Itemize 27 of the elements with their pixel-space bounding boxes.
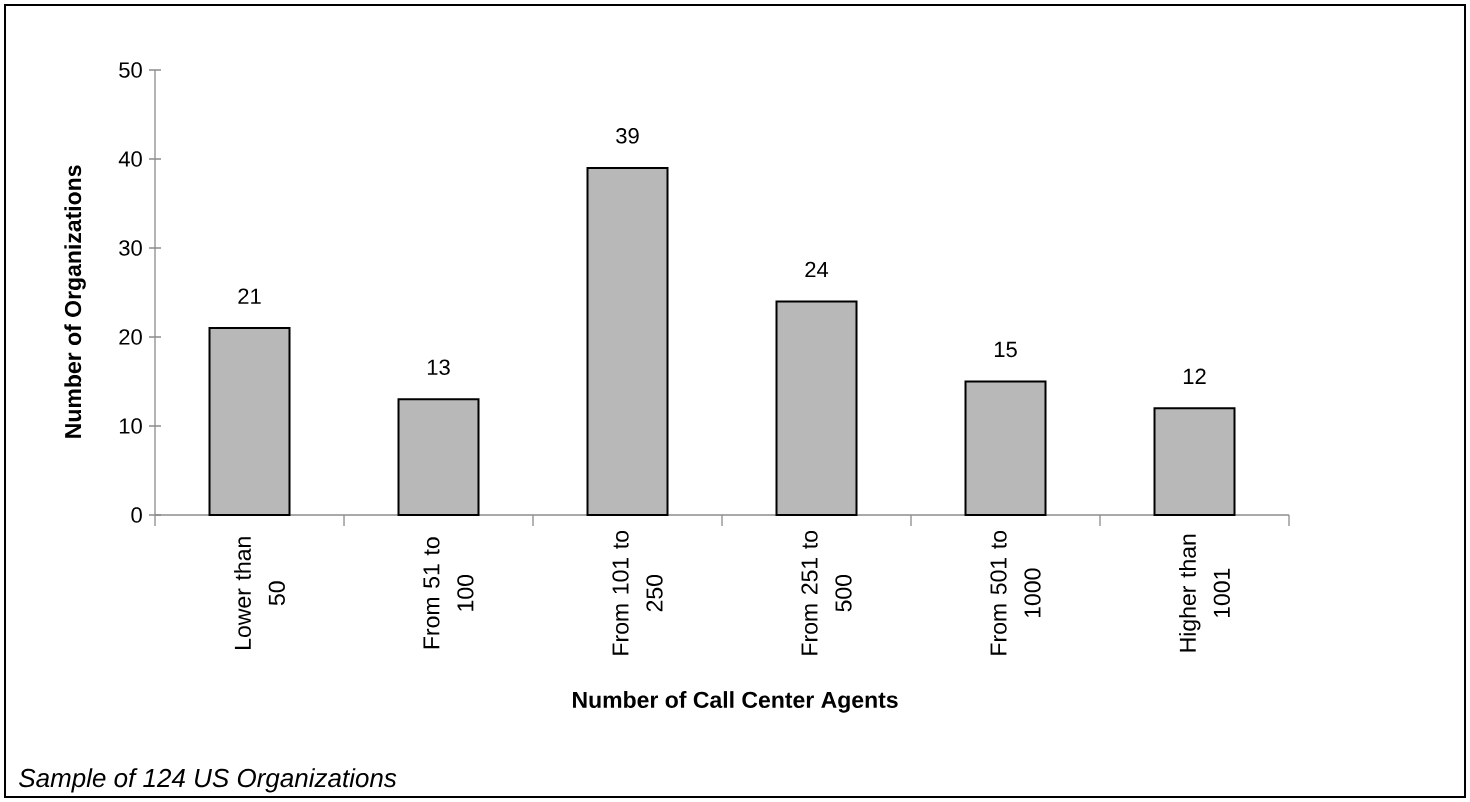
x-tick-label: Higher than 1001 bbox=[1179, 534, 1230, 652]
x-axis-title: Number of Call Center Agents bbox=[573, 691, 898, 713]
data-label: 15 bbox=[994, 341, 1017, 358]
x-tick-label: Lower than 50 bbox=[234, 537, 285, 649]
y-tick-label: 0 bbox=[131, 507, 142, 523]
data-label: 12 bbox=[1183, 368, 1206, 384]
y-tick-label: 50 bbox=[119, 62, 142, 78]
data-label: 13 bbox=[427, 359, 450, 376]
x-tick-label: From 251 to 500 bbox=[801, 530, 852, 655]
y-tick-label: 20 bbox=[119, 329, 142, 345]
text: Sample of 124 US Organizations bbox=[19, 768, 397, 793]
bar bbox=[208, 327, 291, 516]
bar bbox=[397, 398, 480, 516]
y-tick-label: 40 bbox=[118, 151, 142, 167]
data-label: 24 bbox=[805, 261, 829, 278]
data-label: 39 bbox=[616, 128, 639, 144]
bar bbox=[1153, 407, 1236, 516]
bar bbox=[775, 300, 858, 516]
x-tick-label: From 101 to 250 bbox=[612, 530, 663, 655]
bar bbox=[964, 380, 1047, 516]
y-tick-label: 30 bbox=[119, 240, 142, 256]
x-tick-label: From 501 to 1000 bbox=[990, 530, 1041, 655]
y-tick-label: 10 bbox=[119, 418, 142, 434]
x-tick-label: From 51 to 100 bbox=[423, 537, 474, 649]
y-axis-title: Number of Organizations bbox=[64, 165, 86, 438]
bar bbox=[586, 166, 669, 516]
data-label: 21 bbox=[238, 288, 261, 304]
